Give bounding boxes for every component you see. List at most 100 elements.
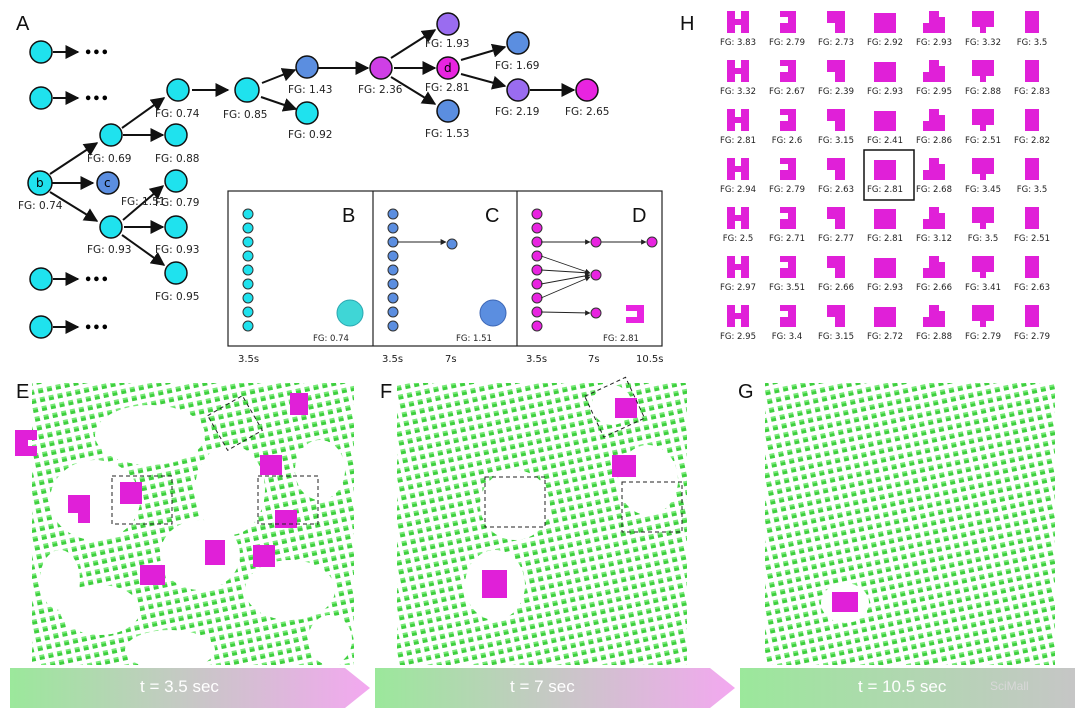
evolved-shape <box>780 11 796 33</box>
inset-node <box>531 320 543 332</box>
tree-node <box>295 101 319 125</box>
fg-label: FG: 1.43 <box>288 84 332 96</box>
evolved-shape <box>1025 158 1039 180</box>
evolved-shape <box>827 158 845 180</box>
inset-node <box>387 250 399 262</box>
panel-f-sim: F t = 7 sec <box>375 376 735 708</box>
inset-node <box>531 306 543 318</box>
evolved-shape <box>727 11 749 33</box>
inset-node <box>387 320 399 332</box>
fg-label: FG: 2.72 <box>867 332 903 342</box>
inset-node <box>387 292 399 304</box>
inset-node <box>242 208 254 220</box>
evolved-shape <box>827 109 845 131</box>
evolved-shape <box>923 256 945 278</box>
fg-label: FG: 2.92 <box>867 38 903 48</box>
ellipsis: ••• <box>84 273 109 288</box>
fg-label: FG: 2.88 <box>965 87 1001 97</box>
ellipsis: ••• <box>84 92 109 107</box>
tree-node <box>295 55 319 79</box>
fg-label: FG: 0.74 <box>155 108 200 120</box>
tree-nodes <box>27 12 599 339</box>
shape-b <box>336 299 364 327</box>
shape-c <box>479 299 507 327</box>
panel-a-tree: A ••• ••• •• <box>16 12 609 339</box>
time-arrow-g <box>740 668 1075 708</box>
time-arrow-f <box>375 668 735 708</box>
inset-node <box>242 250 254 262</box>
evolved-shape <box>780 305 796 327</box>
inset-node <box>242 292 254 304</box>
fg-label: FG: 2.95 <box>916 87 952 97</box>
inset-node <box>531 278 543 290</box>
panel-label-a: A <box>16 13 30 35</box>
fg-label: FG: 3.32 <box>965 38 1001 48</box>
tree-node-c <box>96 171 120 195</box>
evolved-shape <box>923 60 945 82</box>
tick: 3.5s <box>238 354 259 365</box>
tree-node <box>99 123 123 147</box>
fg-label: FG: 2.94 <box>720 185 756 195</box>
evolved-shape <box>874 160 896 180</box>
panel-label-c: C <box>485 205 499 227</box>
inset-d-node <box>646 236 658 248</box>
inset-node <box>242 236 254 248</box>
fg-label: FG: 2.93 <box>916 38 952 48</box>
inset-node <box>531 292 543 304</box>
shape-d <box>626 305 644 323</box>
evolved-shape <box>727 60 749 82</box>
magenta-robots <box>15 393 308 585</box>
fg-label: FG: 2.63 <box>1014 283 1050 293</box>
panel-label-h: H <box>680 13 694 35</box>
fg-label: FG: 0.69 <box>87 153 131 165</box>
fg-label: FG: 3.12 <box>916 234 952 244</box>
fg-label: FG: 2.88 <box>916 332 952 342</box>
tick: 3.5s <box>526 354 547 365</box>
fg-label: FG: 2.81 <box>867 185 903 195</box>
fg-label: FG: 2.39 <box>818 87 854 97</box>
inset-d-node <box>590 269 602 281</box>
evolved-shape <box>1025 256 1039 278</box>
fg-label: FG: 1.53 <box>425 128 469 140</box>
evolved-shape <box>1025 60 1039 82</box>
fg-label: FG: 2.77 <box>818 234 854 244</box>
evolved-shape <box>780 207 796 229</box>
inset-d-node <box>590 236 602 248</box>
evolved-shape <box>874 62 896 82</box>
fg-label: FG: 3.83 <box>720 38 756 48</box>
fg-label: FG: 0.88 <box>155 153 199 165</box>
fg-label: FG: 2.86 <box>916 136 952 146</box>
fg-label: FG: 2.65 <box>565 106 609 118</box>
evolved-shape <box>827 11 845 33</box>
evolved-shape <box>874 111 896 131</box>
evolved-shape <box>827 256 845 278</box>
evolved-shape <box>780 158 796 180</box>
panel-e-sim: E t = 3.5 sec <box>10 381 370 708</box>
inset-node <box>531 222 543 234</box>
time-arrow-e <box>10 668 370 708</box>
inset-node <box>531 236 543 248</box>
inset-node <box>387 264 399 276</box>
evolved-shape <box>727 305 749 327</box>
fg-label: FG: 2.66 <box>818 283 854 293</box>
tree-node <box>369 56 393 80</box>
inset-node <box>531 208 543 220</box>
time-label-f: t = 7 sec <box>510 677 575 696</box>
magenta-robot <box>832 592 858 612</box>
inset-node <box>242 306 254 318</box>
fg-label: FG: 3.51 <box>769 283 805 293</box>
fg-label: FG: 3.5 <box>968 234 999 244</box>
tick: 10.5s <box>636 354 663 365</box>
inset-node <box>387 236 399 248</box>
tree-node <box>234 77 260 103</box>
inset-node <box>531 264 543 276</box>
evolved-shape <box>972 256 994 278</box>
tree-node <box>436 12 460 36</box>
tree-node <box>166 78 190 102</box>
fg-label: FG: 2.79 <box>769 185 805 195</box>
evolved-shape <box>874 13 896 33</box>
tree-node <box>436 99 460 123</box>
tree-node <box>164 169 188 193</box>
tree-node <box>164 215 188 239</box>
fg-label: FG: 2.95 <box>720 332 756 342</box>
